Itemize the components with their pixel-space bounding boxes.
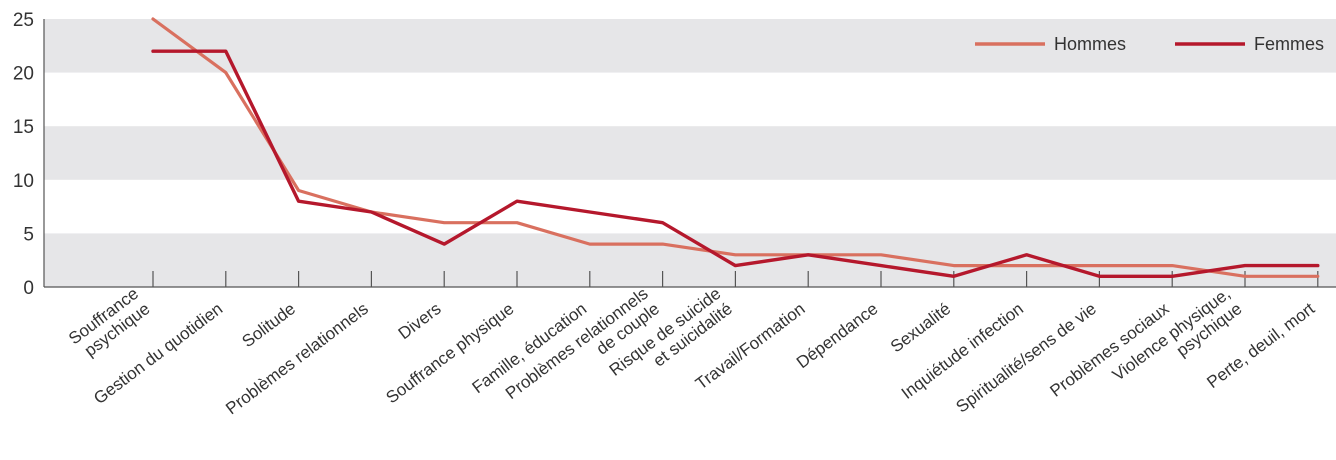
x-category-label: Solitude [239, 299, 300, 351]
y-tick-label: 25 [13, 10, 34, 31]
x-category-label: Problèmes relationnels [222, 299, 372, 418]
x-category-label-line: Sexualité [887, 299, 954, 356]
x-category-label: Divers [395, 299, 445, 343]
x-category-label: Souffrance physique [382, 299, 517, 407]
series-line-femmes [151, 49, 1320, 278]
x-category-label-line: Dépendance [793, 299, 881, 372]
y-tick-label: 15 [13, 117, 34, 138]
y-tick-label: 10 [13, 171, 34, 192]
grid-band [44, 233, 1336, 287]
x-category-label: Dépendance [793, 299, 881, 372]
y-tick-label: 5 [23, 224, 34, 245]
legend: Hommes Femmes [975, 34, 1324, 54]
legend-label-femmes: Femmes [1254, 34, 1324, 54]
x-category-label: Sexualité [887, 299, 954, 356]
legend-label-hommes: Hommes [1054, 34, 1126, 54]
grid-band [44, 19, 1336, 73]
x-category-label: Inquiétude infection [898, 299, 1027, 403]
y-tick-label: 20 [13, 64, 34, 85]
x-category-label: Spiritualité/sens de vie [953, 299, 1100, 417]
grid-bands [44, 19, 1336, 287]
x-category-label-line: Spiritualité/sens de vie [953, 299, 1100, 417]
x-category-label-line: Inquiétude infection [898, 299, 1027, 403]
x-category-label-line: Divers [395, 299, 445, 343]
x-category-label-line: Solitude [239, 299, 300, 351]
y-tick-label: 0 [23, 278, 34, 299]
series-line-hommes [151, 17, 1320, 278]
grid-band [44, 126, 1336, 180]
x-category-label-line: Problèmes relationnels [222, 299, 372, 418]
x-category-label-line: Souffrance physique [382, 299, 517, 407]
axes [43, 19, 1336, 288]
y-axis-tick-labels: 0 5 10 15 20 25 [13, 10, 34, 299]
x-category-label: Souffrancepsychique [65, 284, 153, 364]
x-axis-ticks [152, 271, 1319, 287]
series-lines [151, 17, 1320, 278]
